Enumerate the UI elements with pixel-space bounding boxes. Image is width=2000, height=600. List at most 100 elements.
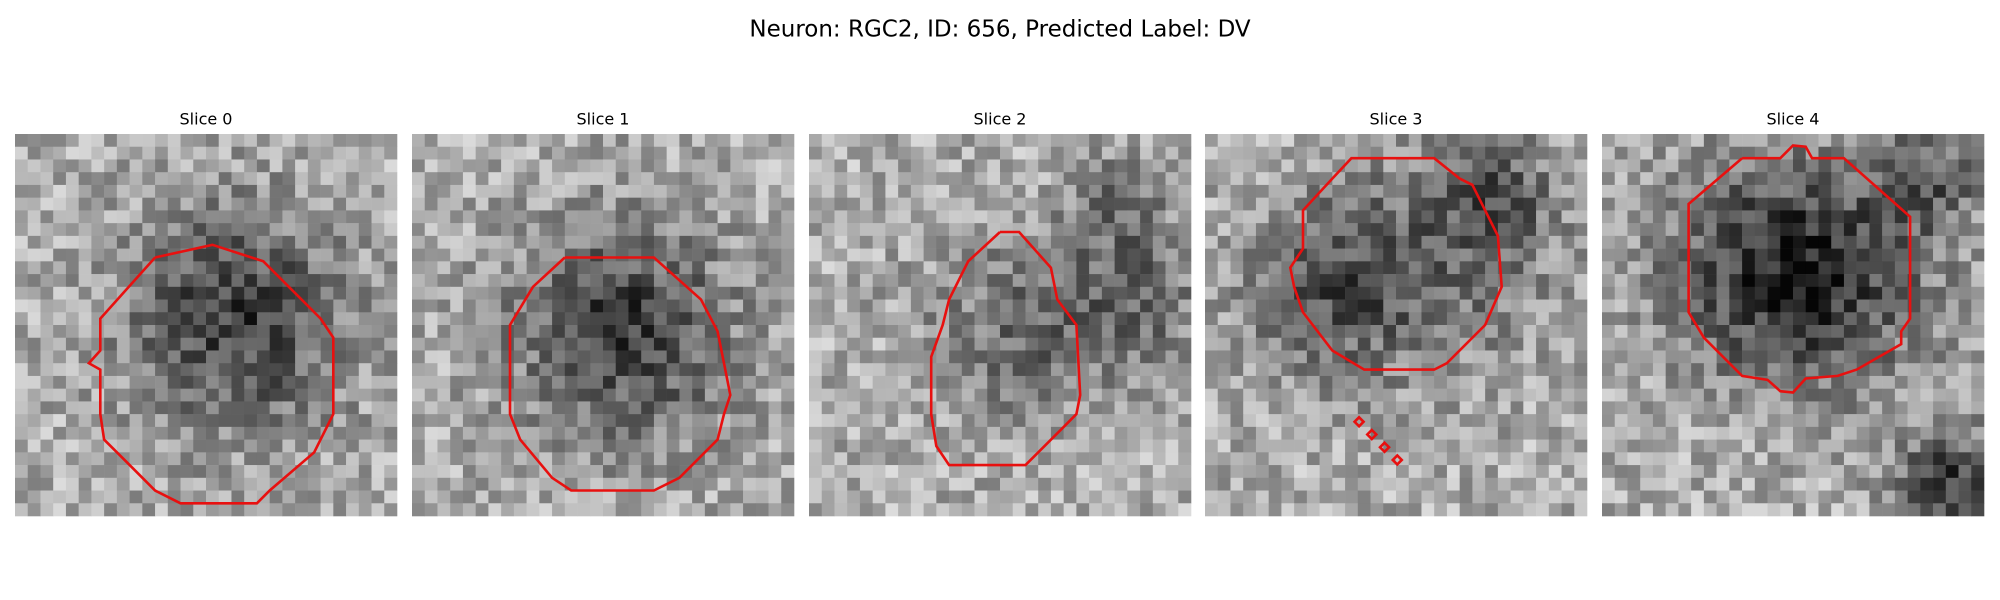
pixel — [1114, 312, 1128, 326]
pixel — [885, 286, 899, 300]
pixel — [1050, 159, 1064, 173]
pixel — [1510, 426, 1524, 440]
pixel — [167, 184, 181, 198]
pixel — [1882, 299, 1896, 313]
pixel — [1574, 172, 1588, 186]
pixel — [1818, 452, 1832, 466]
pixel — [1396, 210, 1410, 224]
slice-image — [412, 134, 795, 517]
pixel — [1459, 312, 1473, 326]
pixel — [1165, 375, 1179, 389]
pixel — [641, 465, 655, 479]
pixel — [1268, 159, 1282, 173]
pixel — [1281, 490, 1295, 504]
pixel — [1268, 197, 1282, 211]
pixel — [244, 503, 258, 517]
pixel — [1140, 223, 1154, 237]
pixel — [1396, 286, 1410, 300]
pixel — [1421, 503, 1435, 517]
pixel — [987, 223, 1001, 237]
pixel — [1703, 363, 1717, 377]
pixel — [1114, 388, 1128, 402]
pixel — [1767, 223, 1781, 237]
pixel — [1012, 401, 1026, 415]
pixel — [1548, 325, 1562, 339]
pixel — [1652, 490, 1666, 504]
panel-title: Slice 1 — [577, 110, 630, 129]
pixel — [475, 172, 489, 186]
pixel — [1396, 299, 1410, 313]
pixel — [1933, 414, 1947, 428]
pixel — [1140, 184, 1154, 198]
pixel — [898, 197, 912, 211]
pixel — [859, 426, 873, 440]
pixel — [1165, 465, 1179, 479]
pixel — [15, 274, 29, 288]
pixel — [1536, 465, 1550, 479]
pixel — [462, 363, 476, 377]
pixel — [1958, 223, 1972, 237]
pixel — [1754, 350, 1768, 364]
pixel — [475, 388, 489, 402]
pixel — [1907, 401, 1921, 415]
pixel — [1319, 490, 1333, 504]
pixel — [1205, 477, 1219, 491]
pixel — [949, 439, 963, 453]
pixel — [167, 401, 181, 415]
pixel — [358, 197, 372, 211]
pixel — [1652, 299, 1666, 313]
pixel — [539, 325, 553, 339]
pixel — [269, 414, 283, 428]
pixel — [1894, 134, 1908, 148]
pixel — [1459, 134, 1473, 148]
pixel — [1548, 439, 1562, 453]
pixel — [653, 184, 667, 198]
pixel — [859, 146, 873, 160]
pixel — [1907, 363, 1921, 377]
pixel — [1294, 465, 1308, 479]
pixel — [1843, 197, 1857, 211]
pixel — [269, 312, 283, 326]
pixel — [1076, 286, 1090, 300]
pixel — [552, 312, 566, 326]
pixel — [1140, 439, 1154, 453]
pixel — [513, 388, 527, 402]
pixel — [206, 337, 220, 351]
pixel — [1294, 388, 1308, 402]
pixel — [1561, 414, 1575, 428]
pixel — [809, 426, 823, 440]
pixel — [1869, 248, 1883, 262]
pixel — [1869, 401, 1883, 415]
pixel — [1523, 452, 1537, 466]
pixel — [859, 477, 873, 491]
pixel — [628, 235, 642, 249]
pixel — [1306, 210, 1320, 224]
pixel — [1408, 388, 1422, 402]
pixel — [155, 223, 169, 237]
pixel — [1536, 439, 1550, 453]
pixel — [1665, 452, 1679, 466]
pixel — [1945, 261, 1959, 275]
pixel — [1793, 134, 1807, 148]
pixel — [974, 312, 988, 326]
pixel — [358, 210, 372, 224]
pixel — [1178, 134, 1192, 148]
pixel — [552, 452, 566, 466]
pixel — [1703, 312, 1717, 326]
pixel — [1243, 465, 1257, 479]
pixel — [244, 159, 258, 173]
pixel — [1869, 490, 1883, 504]
pixel — [1856, 184, 1870, 198]
pixel — [1703, 490, 1717, 504]
pixel — [885, 312, 899, 326]
pixel — [116, 401, 130, 415]
pixel — [501, 503, 515, 517]
pixel — [167, 159, 181, 173]
pixel — [65, 350, 79, 364]
pixel — [679, 350, 693, 364]
pixel — [1332, 414, 1346, 428]
pixel — [1421, 146, 1435, 160]
pixel — [501, 401, 515, 415]
pixel — [1345, 286, 1359, 300]
pixel — [1652, 223, 1666, 237]
